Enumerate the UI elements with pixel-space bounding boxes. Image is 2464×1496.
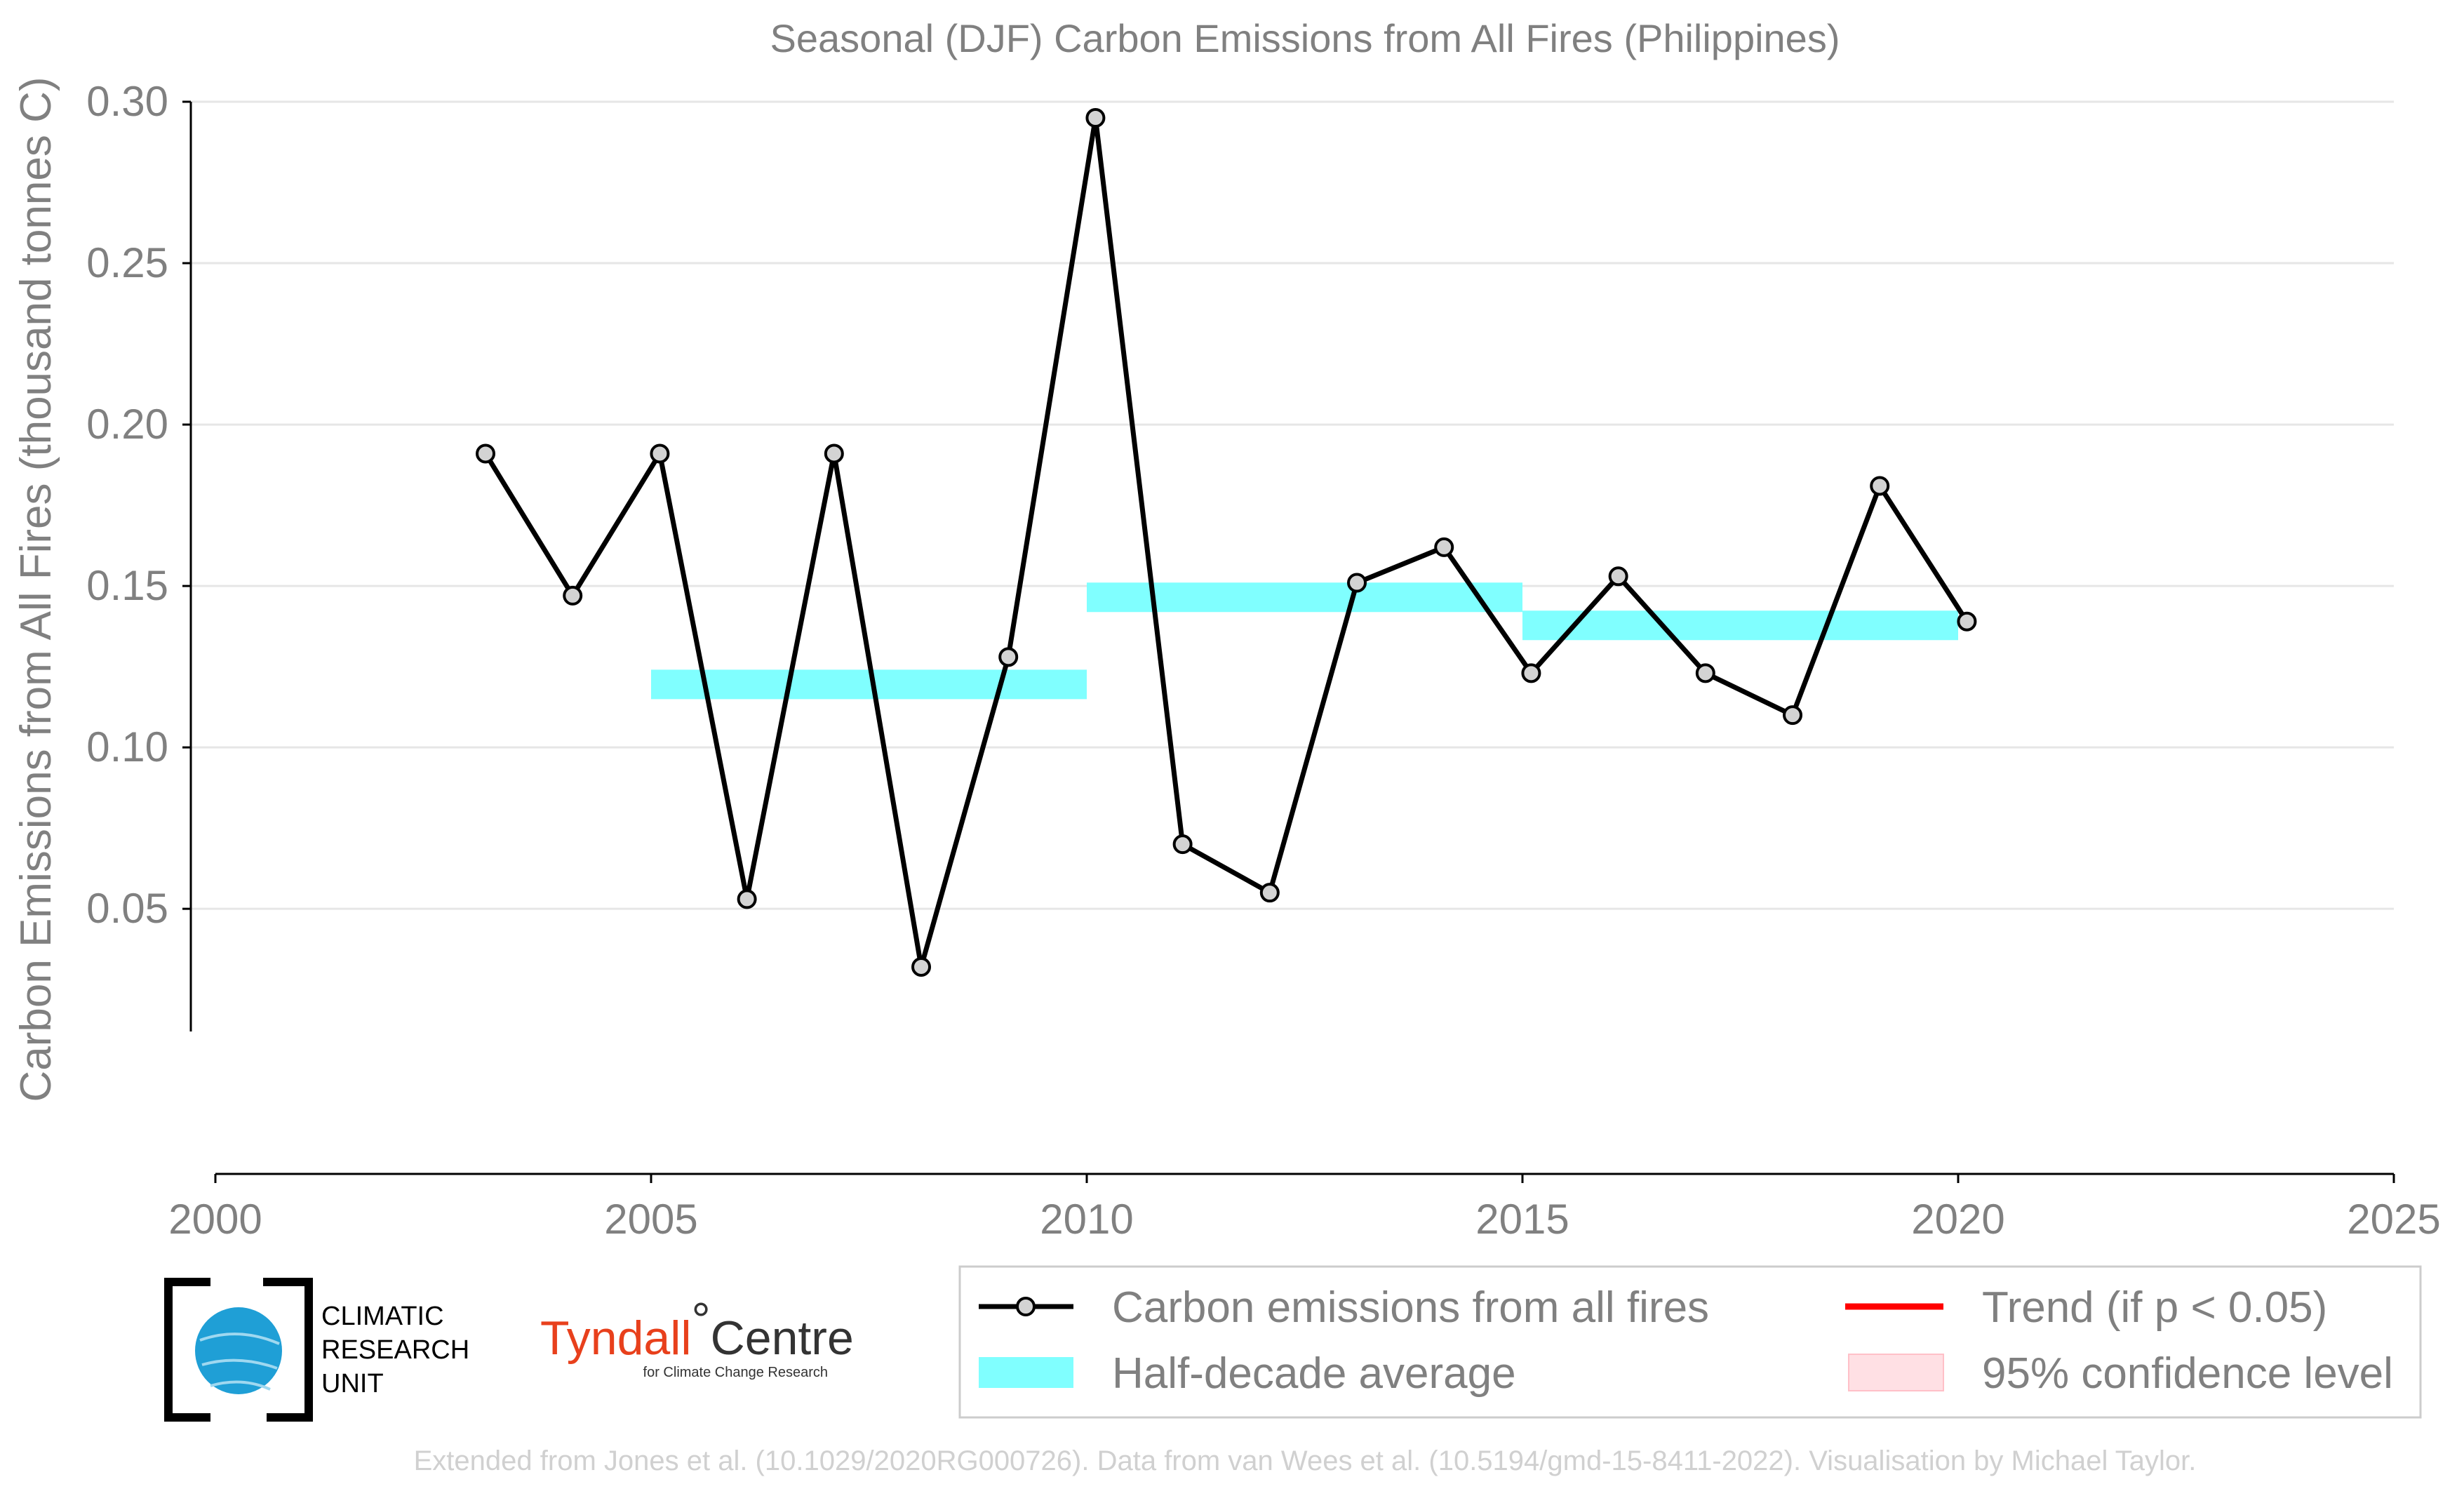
y-axis-label: Carbon Emissions from All Fires (thousan…: [12, 76, 60, 1102]
y-tick-label: 0.30: [86, 78, 168, 125]
globe-icon: [195, 1307, 282, 1394]
legend-marker-icon: [1016, 1297, 1036, 1316]
footer-credit: Extended from Jones et al. (10.1029/2020…: [414, 1445, 2197, 1476]
emissions-point: [1521, 663, 1541, 683]
emissions-point: [1957, 611, 1977, 632]
half-decade-average-bands: [651, 582, 1958, 700]
emissions-point: [1434, 537, 1454, 557]
svg-text:Tyndall°Centre: Tyndall°Centre: [540, 1293, 854, 1365]
emissions-point: [1870, 476, 1890, 496]
legend-confidence-icon: [1848, 1354, 1944, 1391]
emissions-point: [563, 585, 583, 606]
tyndall-degree: °: [691, 1293, 710, 1347]
emissions-point: [824, 443, 844, 464]
emissions-point: [1172, 834, 1193, 855]
emissions-series: [476, 108, 1977, 977]
emissions-point: [737, 889, 757, 909]
x-tick-label: 2020: [1911, 1196, 2004, 1243]
legend: Carbon emissions from all fires Trend (i…: [958, 1265, 2422, 1419]
chart-title: Seasonal (DJF) Carbon Emissions from All…: [770, 16, 1840, 60]
y-tick-label: 0.10: [86, 723, 168, 770]
emissions-point: [911, 956, 932, 977]
legend-band-icon: [979, 1357, 1073, 1388]
emissions-point: [1259, 883, 1280, 903]
y-tick-label: 0.15: [86, 562, 168, 609]
tyndall-centre: Centre: [711, 1311, 854, 1365]
emissions-point: [476, 443, 496, 464]
y-axis-ticks: 0.05 0.10 0.15 0.20 0.25 0.30: [86, 78, 191, 932]
legend-box: [958, 1265, 2422, 1419]
emissions-point: [1347, 573, 1367, 593]
emissions-line: [483, 115, 1969, 970]
cru-line-2: RESEARCH: [321, 1335, 469, 1365]
tyndall-subtitle: for Climate Change Research: [643, 1365, 828, 1380]
cru-line-3: UNIT: [321, 1369, 384, 1398]
x-tick-label: 2025: [2347, 1196, 2440, 1243]
legend-label-average: Half-decade average: [1112, 1349, 1516, 1398]
tyndall-name: Tyndall: [540, 1311, 691, 1365]
y-tick-label: 0.05: [86, 885, 168, 932]
emissions-point: [1608, 566, 1628, 587]
y-tick-label: 0.25: [86, 239, 168, 286]
legend-label-trend: Trend (if p < 0.05): [1982, 1283, 2327, 1332]
emissions-point: [1783, 705, 1803, 726]
x-tick-label: 2010: [1040, 1196, 1133, 1243]
x-tick-label: 2015: [1475, 1196, 1569, 1243]
tyndall-logo: Tyndall°Centre for Climate Change Resear…: [540, 1293, 854, 1380]
emissions-point: [1085, 108, 1106, 128]
emissions-point: [1695, 663, 1715, 683]
cru-logo: CLIMATIC RESEARCH UNIT: [164, 1278, 469, 1422]
cru-line-1: CLIMATIC: [321, 1302, 444, 1331]
legend-label-confidence: 95% confidence level: [1982, 1349, 2393, 1398]
x-tick-label: 2000: [168, 1196, 262, 1243]
gridlines: [191, 100, 2394, 910]
y-tick-label: 0.20: [86, 401, 168, 448]
legend-label-emissions: Carbon emissions from all fires: [1112, 1283, 1709, 1332]
emissions-point: [998, 647, 1019, 667]
x-axis-ticks: 2000 2005 2010 2015 2020 2025: [168, 1174, 2441, 1243]
emissions-point: [650, 443, 670, 464]
x-tick-label: 2005: [604, 1196, 697, 1243]
